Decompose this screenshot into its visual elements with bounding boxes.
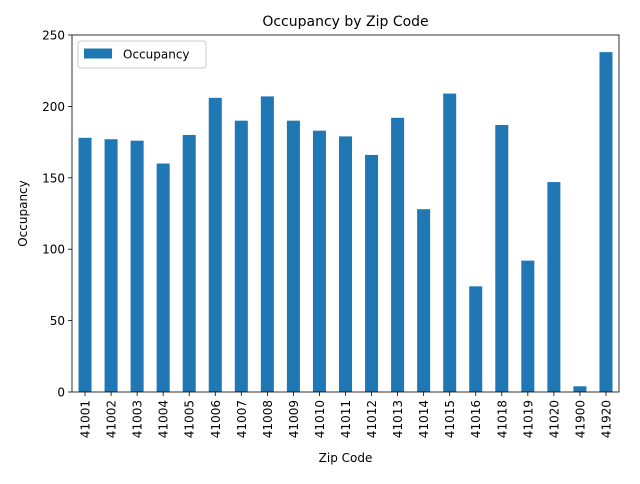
y-tick-label: 200 — [42, 100, 65, 114]
y-tick-label: 250 — [42, 29, 65, 43]
legend-frame — [77, 40, 207, 69]
legend-label: Occupancy — [123, 48, 190, 62]
y-tick-label: 150 — [42, 171, 65, 185]
y-tick-label: 100 — [42, 243, 65, 257]
bar-41920 — [599, 52, 613, 393]
x-tick-label: 41006 — [209, 400, 223, 438]
bar-41012 — [365, 154, 379, 392]
x-tick-label: 41018 — [495, 400, 509, 438]
legend-swatch — [84, 48, 112, 59]
x-axis-label: Zip Code — [319, 451, 373, 465]
x-tick-label: 41010 — [313, 400, 327, 438]
x-tick-label: 41920 — [599, 400, 613, 438]
bar-41014 — [417, 209, 431, 392]
y-tick-label: 50 — [50, 314, 65, 328]
bar-41010 — [312, 130, 326, 392]
bars-group — [78, 52, 613, 393]
x-tick-label: 41016 — [469, 400, 483, 438]
bar-41019 — [521, 260, 535, 392]
bar-41001 — [78, 137, 92, 392]
x-tick-label: 41900 — [573, 400, 587, 438]
bar-41011 — [338, 136, 353, 392]
bar-41007 — [234, 120, 248, 393]
x-axis: 41001 41002 41003 41004 41005 41006 41007 41008… — [79, 392, 613, 438]
y-axis-label: Occupancy — [16, 180, 30, 247]
x-tick-label: 41004 — [157, 400, 171, 438]
x-tick-label: 41020 — [547, 400, 561, 438]
bar-41009 — [286, 120, 300, 393]
chart-title: Occupancy by Zip Code — [262, 14, 428, 30]
plot-frame — [71, 34, 620, 393]
bar-41013 — [391, 117, 405, 392]
x-tick-label: 41011 — [339, 400, 353, 438]
x-tick-label: 41007 — [235, 400, 249, 438]
legend: Occupancy — [77, 40, 207, 69]
x-tick-label: 41019 — [521, 400, 535, 438]
bar-41008 — [260, 96, 274, 393]
x-tick-label: 41003 — [131, 400, 145, 438]
x-tick-label: 41013 — [391, 400, 405, 438]
x-tick-label: 41015 — [443, 400, 457, 438]
x-tick-label: 41001 — [79, 400, 93, 438]
bar-41006 — [208, 97, 222, 392]
bar-41015 — [443, 93, 457, 392]
x-tick-label: 41009 — [287, 400, 301, 438]
bar-41002 — [104, 139, 118, 392]
bar-41020 — [547, 182, 561, 392]
bar-41004 — [156, 163, 170, 392]
bar-41003 — [130, 140, 144, 392]
y-axis: 0 50 100 150 200 250 — [42, 29, 72, 400]
x-tick-label: 41002 — [105, 400, 119, 438]
y-tick-label: 0 — [57, 386, 65, 400]
bar-41016 — [469, 286, 483, 392]
x-tick-label: 41014 — [417, 400, 431, 438]
x-tick-label: 41008 — [261, 400, 275, 438]
x-tick-label: 41012 — [365, 400, 379, 438]
bar-41005 — [182, 134, 196, 392]
bar-41018 — [495, 124, 509, 393]
x-tick-label: 41005 — [183, 400, 197, 438]
bar-41900 — [573, 386, 587, 392]
